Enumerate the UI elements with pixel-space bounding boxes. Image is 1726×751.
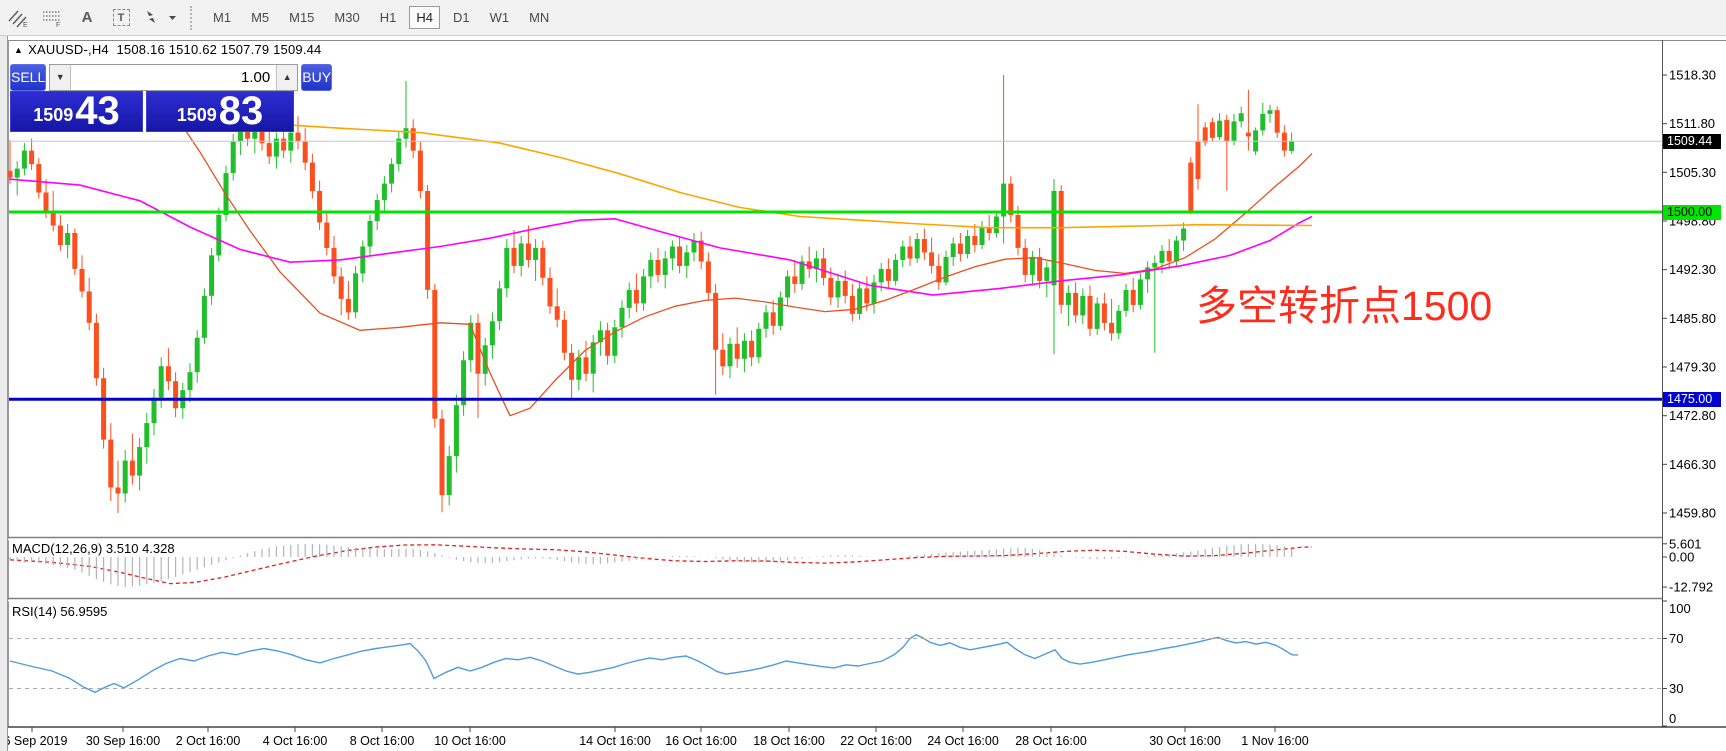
price-axis-label: 1466.30 bbox=[1669, 457, 1716, 472]
date-axis-label: 8 Oct 16:00 bbox=[350, 734, 415, 748]
sell-price-small: 1509 bbox=[33, 105, 74, 125]
text-label-icon[interactable]: A bbox=[81, 9, 93, 26]
tf-m5[interactable]: M5 bbox=[251, 10, 270, 25]
macd-axis-label: 0.00 bbox=[1669, 550, 1694, 565]
date-axis-label: 22 Oct 16:00 bbox=[840, 734, 912, 748]
fibonacci-lines-icon[interactable]: F bbox=[38, 5, 68, 31]
date-axis-label: 1 Nov 16:00 bbox=[1241, 734, 1308, 748]
lot-decrease-button[interactable]: ▼ bbox=[50, 65, 72, 90]
tf-m1[interactable]: M1 bbox=[213, 10, 232, 25]
toolbar: E F A T M1 M5 M15 M30 H1 H4 D1 W1 MN bbox=[0, 0, 1726, 36]
current-price-tag: 1509.44 bbox=[1663, 133, 1721, 149]
date-axis-label: 26 Sep 2019 bbox=[0, 734, 67, 748]
chart-header: ▲ XAUUSD-,H4 1508.16 1510.62 1507.79 1509… bbox=[14, 42, 322, 57]
price-axis-label: 1472.80 bbox=[1669, 408, 1716, 423]
price-axis-label: 1485.80 bbox=[1669, 311, 1716, 326]
rsi-axis-label: 70 bbox=[1669, 631, 1683, 646]
equidistant-channel-icon[interactable]: E bbox=[4, 5, 34, 31]
sell-button[interactable]: SELL bbox=[10, 64, 47, 91]
window-left-edge bbox=[0, 36, 8, 751]
svg-text:E: E bbox=[23, 22, 28, 28]
date-axis-label: 24 Oct 16:00 bbox=[927, 734, 999, 748]
date-axis-label: 4 Oct 16:00 bbox=[263, 734, 328, 748]
rsi-axis-label: 0 bbox=[1669, 711, 1676, 726]
tf-m30[interactable]: M30 bbox=[334, 10, 360, 25]
chart-annotation-text: 多空转折点1500 bbox=[1196, 283, 1493, 329]
rsi-axis-label: 30 bbox=[1669, 681, 1683, 696]
date-axis-label: 28 Oct 16:00 bbox=[1015, 734, 1087, 748]
resistance-price-tag: 1500.00 bbox=[1663, 204, 1721, 220]
buy-price-small: 1509 bbox=[176, 105, 217, 125]
rsi-label: RSI(14) 56.9595 bbox=[12, 604, 108, 619]
one-click-trade-panel: SELL ▼ ▲ BUY 1509 43 1509 83 bbox=[10, 64, 333, 132]
date-axis-label: 2 Oct 16:00 bbox=[176, 734, 241, 748]
date-axis-label: 18 Oct 16:00 bbox=[753, 734, 825, 748]
buy-button[interactable]: BUY bbox=[301, 64, 333, 91]
lot-stepper: ▼ ▲ bbox=[49, 64, 299, 91]
text-box-icon[interactable]: T bbox=[106, 5, 136, 31]
sell-price-big: 43 bbox=[75, 89, 120, 133]
symbol-timeframe-label: XAUUSD-,H4 bbox=[28, 42, 109, 57]
tf-d1[interactable]: D1 bbox=[452, 10, 470, 25]
macd-axis-label: -12.792 bbox=[1669, 580, 1713, 595]
lot-input[interactable] bbox=[71, 65, 277, 90]
price-axis-label: 1518.30 bbox=[1669, 68, 1716, 83]
toolbar-separator bbox=[190, 5, 197, 30]
arrow-tools-icon[interactable] bbox=[140, 5, 180, 31]
tf-h1[interactable]: H1 bbox=[379, 10, 397, 25]
price-axis-label: 1459.80 bbox=[1669, 506, 1716, 521]
date-axis-label: 30 Sep 16:00 bbox=[86, 734, 160, 748]
price-axis-label: 1511.80 bbox=[1669, 116, 1715, 131]
buy-price-big: 83 bbox=[218, 89, 264, 133]
tf-w1[interactable]: W1 bbox=[489, 10, 510, 25]
macd-label: MACD(12,26,9) 3.510 4.328 bbox=[12, 541, 175, 556]
sell-price-box[interactable]: 1509 43 bbox=[10, 91, 143, 132]
ohlc-values: 1508.16 1510.62 1507.79 1509.44 bbox=[116, 42, 322, 57]
tf-mn[interactable]: MN bbox=[529, 10, 550, 25]
date-axis-label: 16 Oct 16:00 bbox=[665, 734, 737, 748]
rsi-axis-label: 100 bbox=[1669, 601, 1691, 616]
price-axis-label: 1505.30 bbox=[1669, 165, 1716, 180]
support-price-tag: 1475.00 bbox=[1663, 391, 1721, 407]
svg-text:F: F bbox=[56, 22, 60, 28]
tf-m15[interactable]: M15 bbox=[289, 10, 315, 25]
macd-axis-label: 5.601 bbox=[1669, 536, 1702, 551]
buy-price-box[interactable]: 1509 83 bbox=[146, 91, 294, 132]
date-axis-label: 10 Oct 16:00 bbox=[434, 734, 506, 748]
date-axis-label: 14 Oct 16:00 bbox=[579, 734, 651, 748]
price-axis-label: 1492.30 bbox=[1669, 262, 1716, 277]
price-axis-label: 1479.30 bbox=[1669, 360, 1716, 375]
main-plot bbox=[7, 75, 1313, 694]
collapse-panel-icon[interactable]: ▲ bbox=[14, 45, 24, 55]
tf-h4-active[interactable]: H4 bbox=[409, 6, 440, 29]
date-axis-label: 30 Oct 16:00 bbox=[1149, 734, 1221, 748]
lot-increase-button[interactable]: ▲ bbox=[276, 65, 298, 90]
